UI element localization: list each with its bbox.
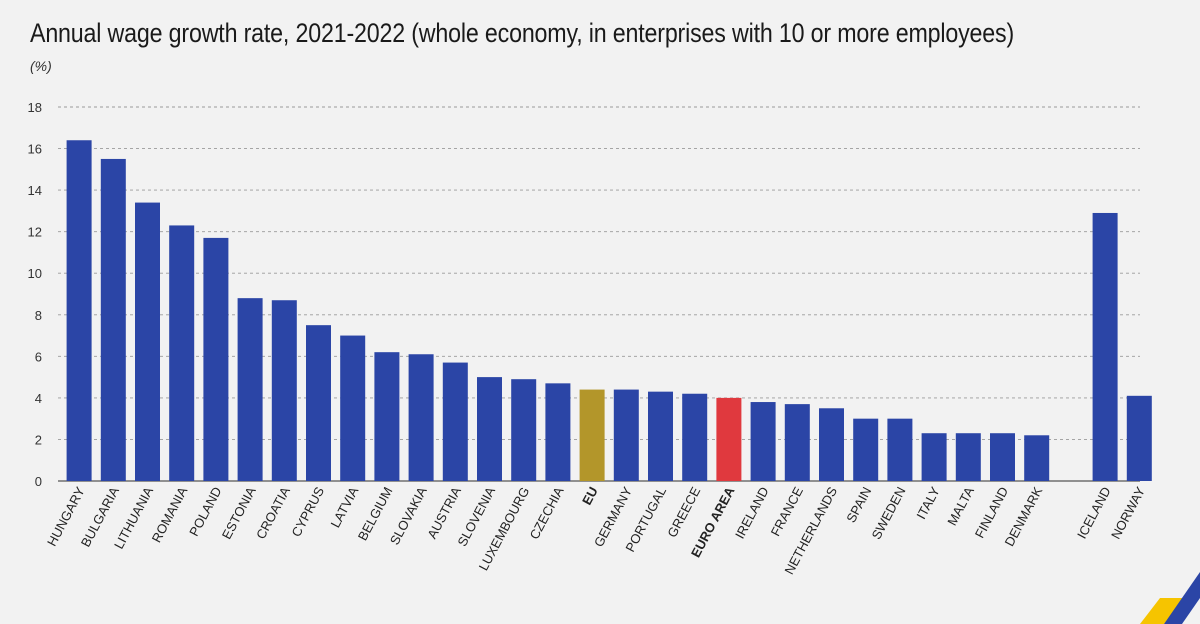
- bar-norway: [1126, 395, 1152, 481]
- x-label-croatia: CROATIA: [253, 484, 293, 541]
- logo-blue-stripe: [1164, 572, 1200, 624]
- y-tick-label: 18: [28, 100, 42, 115]
- y-tick-label: 0: [35, 474, 42, 489]
- x-label-greece: GREECE: [664, 484, 703, 540]
- bar-latvia: [340, 335, 366, 481]
- y-axis-ticks: 0 2 4 6 8 10 12 14 16 18: [28, 100, 42, 489]
- bar-lithuania: [135, 202, 160, 482]
- bar-finland: [990, 433, 1015, 481]
- chart-title: Annual wage growth rate, 2021-2022 (whol…: [30, 18, 1015, 48]
- y-tick-label: 8: [35, 308, 42, 323]
- x-label-czechia: CZECHIA: [527, 484, 567, 542]
- y-axis-unit: (%): [30, 58, 52, 74]
- bar-czechia: [545, 383, 571, 481]
- bar-cyprus: [306, 325, 331, 481]
- bar-romania: [169, 225, 195, 481]
- bar-euro-area: [716, 397, 742, 481]
- bar-spain: [853, 418, 879, 481]
- bar-france: [784, 404, 810, 481]
- y-tick-label: 10: [28, 266, 42, 281]
- bar-belgium: [374, 352, 400, 481]
- x-label-norway: NORWAY: [1108, 484, 1148, 541]
- bar-germany: [613, 389, 639, 481]
- bar-bulgaria: [100, 158, 126, 481]
- x-label-latvia: LATVIA: [328, 484, 362, 530]
- y-tick-label: 4: [35, 391, 42, 406]
- x-label-austria: AUSTRIA: [424, 484, 464, 541]
- bar-poland: [203, 237, 229, 481]
- bar-malta: [955, 433, 981, 481]
- bars: [66, 140, 1152, 482]
- bar-eu: [579, 389, 605, 481]
- eurostat-logo-icon: [1140, 572, 1200, 624]
- bar-portugal: [648, 391, 673, 481]
- x-label-finland: FINLAND: [972, 484, 1011, 540]
- x-label-malta: MALTA: [944, 484, 977, 528]
- bar-ireland: [750, 402, 776, 481]
- x-label-cyprus: CYPRUS: [288, 484, 327, 539]
- x-axis-labels: HUNGARYBULGARIALITHUANIAROMANIAPOLANDEST…: [44, 484, 1148, 577]
- bar-luxembourg: [511, 379, 537, 481]
- bar-croatia: [271, 300, 297, 481]
- bar-estonia: [237, 298, 263, 481]
- bar-italy: [921, 433, 947, 481]
- bar-austria: [442, 362, 468, 481]
- bar-netherlands: [819, 408, 844, 481]
- bar-iceland: [1092, 212, 1118, 481]
- y-tick-label: 12: [28, 225, 42, 240]
- x-label-eu: EU: [579, 484, 601, 507]
- y-tick-label: 16: [28, 142, 42, 157]
- logo-yellow-stripe: [1140, 598, 1184, 624]
- bar-slovenia: [477, 377, 502, 481]
- x-label-iceland: ICELAND: [1074, 484, 1114, 541]
- y-tick-label: 14: [28, 183, 42, 198]
- bar-hungary: [66, 140, 92, 481]
- y-tick-label: 6: [35, 349, 42, 364]
- x-label-poland: POLAND: [186, 484, 224, 538]
- bar-denmark: [1024, 435, 1050, 481]
- bar-slovakia: [408, 354, 434, 481]
- y-tick-label: 2: [35, 432, 42, 447]
- bar-greece: [682, 393, 708, 481]
- x-label-sweden: SWEDEN: [869, 484, 909, 541]
- x-label-france: FRANCE: [768, 484, 806, 539]
- bar-sweden: [887, 418, 913, 481]
- x-label-italy: ITALY: [913, 484, 942, 522]
- x-label-ireland: IRELAND: [732, 484, 772, 541]
- x-label-spain: SPAIN: [843, 484, 874, 525]
